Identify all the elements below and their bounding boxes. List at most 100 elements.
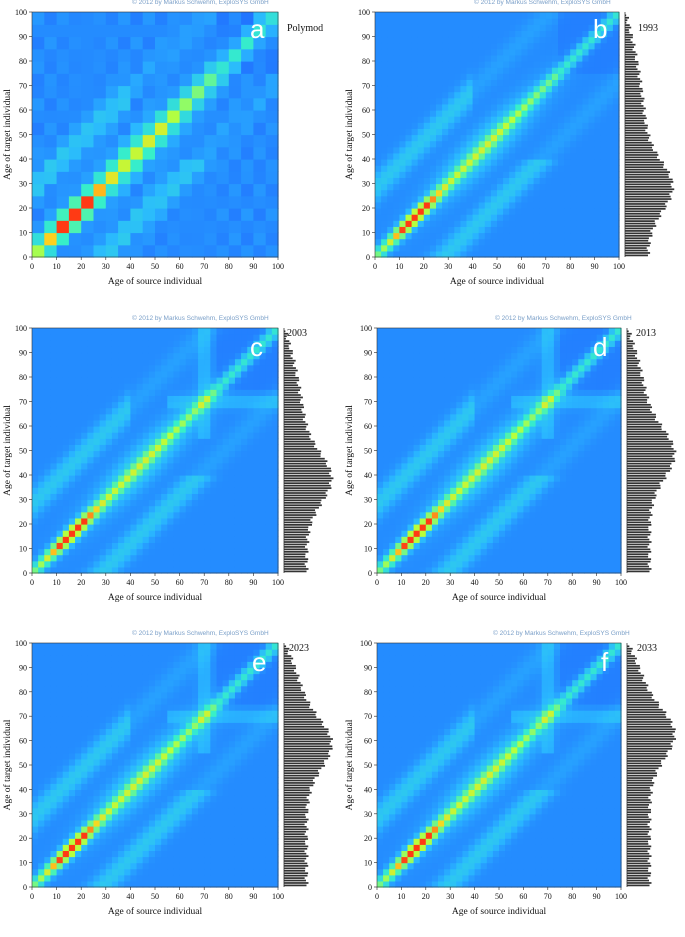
heatmap-cell xyxy=(124,340,131,347)
heatmap-cell xyxy=(192,389,199,396)
heatmap-cell xyxy=(448,116,455,123)
heatmap-cell xyxy=(499,512,506,519)
heatmap-cell xyxy=(582,73,589,80)
heatmap-cell xyxy=(50,475,57,482)
heatmap-cell xyxy=(241,500,248,507)
heatmap-cell xyxy=(515,171,522,178)
heatmap-cell xyxy=(32,98,45,111)
heatmap-cell xyxy=(137,438,144,445)
heatmap-cell xyxy=(81,12,94,25)
heatmap-cell xyxy=(217,420,224,427)
heatmap-cell xyxy=(57,414,64,421)
heatmap-cell xyxy=(414,365,421,372)
heatmap-cell xyxy=(475,365,482,372)
heatmap-cell xyxy=(272,340,279,347)
histogram-bar xyxy=(625,237,649,239)
heatmap-cell xyxy=(475,469,482,476)
heatmap-cell xyxy=(266,73,279,86)
heatmap-cell xyxy=(436,79,443,86)
heatmap-cell xyxy=(613,116,620,123)
heatmap-cell xyxy=(487,408,494,415)
heatmap-cell xyxy=(173,383,180,390)
heatmap-cell xyxy=(481,389,488,396)
heatmap-cell xyxy=(558,245,565,252)
heatmap-cell xyxy=(412,30,419,37)
heatmap-cell xyxy=(223,359,230,366)
heatmap-cell xyxy=(523,334,530,341)
heatmap-cell xyxy=(479,86,486,93)
histogram-bar xyxy=(284,519,310,521)
heatmap-cell xyxy=(426,377,433,384)
heatmap-cell xyxy=(540,196,547,203)
heatmap-cell xyxy=(186,506,193,513)
heatmap-cell xyxy=(44,24,57,37)
heatmap-cell xyxy=(523,524,530,531)
heatmap-cell xyxy=(485,141,492,148)
heatmap-cell xyxy=(582,233,589,240)
heatmap-cell xyxy=(564,153,571,160)
heatmap-cell xyxy=(106,444,113,451)
heatmap-cell xyxy=(217,518,224,525)
heatmap-cell xyxy=(223,542,230,549)
heatmap-cell xyxy=(81,365,88,372)
heatmap-cell xyxy=(613,233,620,240)
heatmap-cell xyxy=(106,395,113,402)
heatmap-cell xyxy=(186,371,193,378)
heatmap-cell xyxy=(87,549,94,556)
histogram-bar xyxy=(284,482,329,484)
heatmap-cell xyxy=(444,463,451,470)
heatmap-cell xyxy=(180,549,187,556)
heatmap-cell xyxy=(247,389,254,396)
heatmap-cell xyxy=(235,365,242,372)
heatmap-cell xyxy=(534,18,541,25)
heatmap-cell xyxy=(462,420,469,427)
heatmap-cell xyxy=(523,506,530,513)
heatmap-cell xyxy=(442,147,449,154)
heatmap-cell xyxy=(106,493,113,500)
heatmap-cell xyxy=(387,110,394,117)
heatmap-cell xyxy=(442,214,449,221)
heatmap-cell xyxy=(462,512,469,519)
heatmap-cell xyxy=(192,49,205,62)
heatmap-cell xyxy=(395,555,402,562)
heatmap-cell xyxy=(456,383,463,390)
heatmap-cell xyxy=(383,451,390,458)
heatmap-cell xyxy=(589,153,596,160)
heatmap-cell xyxy=(528,190,535,197)
heatmap-cell xyxy=(552,55,559,62)
heatmap-cell xyxy=(180,389,187,396)
heatmap-cell xyxy=(204,542,211,549)
heatmap-cell xyxy=(395,365,402,372)
heatmap-cell xyxy=(137,493,144,500)
heatmap-cell xyxy=(149,500,156,507)
heatmap-cell xyxy=(438,487,445,494)
heatmap-cell xyxy=(192,159,205,172)
heatmap-cell xyxy=(499,420,506,427)
heatmap-cell xyxy=(430,239,437,246)
heatmap-cell xyxy=(467,220,474,227)
heatmap-cell xyxy=(613,202,620,209)
heatmap-cell xyxy=(460,233,467,240)
heatmap-cell xyxy=(456,506,463,513)
heatmap-cell xyxy=(511,377,518,384)
heatmap-cell xyxy=(523,542,530,549)
heatmap-cell xyxy=(399,73,406,80)
heatmap-cell xyxy=(106,353,113,360)
heatmap-cell xyxy=(241,233,254,246)
heatmap-cell xyxy=(558,153,565,160)
heatmap-cell xyxy=(130,196,143,209)
heatmap-cell xyxy=(198,432,205,439)
heatmap-cell xyxy=(438,328,445,335)
heatmap-cell xyxy=(38,555,45,562)
heatmap-cell xyxy=(448,18,455,25)
heatmap-cell xyxy=(180,135,193,148)
heatmap-cell xyxy=(505,328,512,335)
heatmap-cell xyxy=(540,98,547,105)
heatmap-cell xyxy=(229,469,236,476)
heatmap-cell xyxy=(511,463,518,470)
heatmap-cell xyxy=(32,481,39,488)
heatmap-cell xyxy=(180,110,193,123)
heatmap-cell xyxy=(558,165,565,172)
heatmap-cell xyxy=(217,389,224,396)
heatmap-cell xyxy=(155,359,162,366)
